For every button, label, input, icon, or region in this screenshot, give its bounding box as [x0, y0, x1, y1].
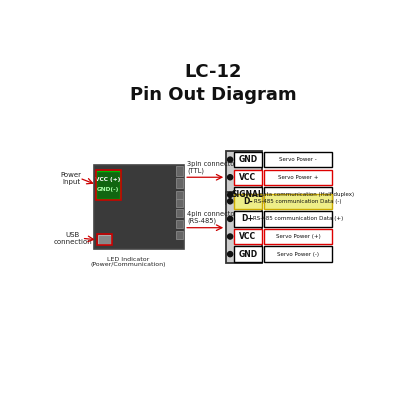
Bar — [97, 234, 112, 245]
Bar — [234, 211, 262, 227]
Circle shape — [228, 199, 233, 204]
Bar — [176, 191, 183, 200]
Text: Servo Power (+): Servo Power (+) — [276, 234, 320, 239]
Text: Servo Power +: Servo Power + — [278, 175, 318, 180]
Text: RS-485 communication Data (-): RS-485 communication Data (-) — [254, 199, 342, 204]
Bar — [264, 187, 332, 203]
Bar — [264, 229, 332, 244]
Text: LED Indicator
(Power/Communication): LED Indicator (Power/Communication) — [90, 257, 166, 267]
Bar — [94, 165, 184, 248]
Text: Servo Power -: Servo Power - — [279, 157, 317, 162]
Bar — [264, 170, 332, 185]
Bar — [226, 193, 262, 263]
Text: VCC: VCC — [239, 232, 256, 241]
Bar — [176, 178, 183, 188]
Bar — [96, 170, 121, 200]
Bar — [264, 211, 332, 227]
Circle shape — [228, 234, 233, 239]
Text: Power
Input: Power Input — [61, 171, 82, 185]
Circle shape — [228, 252, 233, 257]
Text: Pin Out Diagram: Pin Out Diagram — [130, 86, 297, 104]
Bar — [234, 187, 262, 203]
Bar — [234, 229, 262, 244]
Bar — [226, 151, 262, 204]
Text: LC-12: LC-12 — [184, 63, 242, 82]
Text: GND(-): GND(-) — [97, 186, 119, 191]
Text: 4pin connector
(RS-485): 4pin connector (RS-485) — [188, 211, 238, 225]
Bar — [176, 199, 183, 207]
Bar — [264, 152, 332, 167]
Text: Servo data communication (Half duplex): Servo data communication (Half duplex) — [242, 192, 354, 197]
Bar — [176, 209, 183, 218]
Bar — [98, 235, 111, 244]
Bar — [234, 152, 262, 167]
Bar — [97, 171, 120, 199]
Text: D+: D+ — [242, 214, 254, 223]
Bar — [176, 220, 183, 228]
Bar — [264, 193, 332, 209]
Bar — [176, 166, 183, 176]
Circle shape — [228, 157, 233, 162]
Text: USB
connection: USB connection — [54, 232, 92, 245]
Text: VCC (+): VCC (+) — [95, 177, 121, 182]
Bar — [234, 193, 262, 209]
Text: Servo Power (-): Servo Power (-) — [277, 252, 319, 257]
Text: D-: D- — [243, 197, 253, 206]
Circle shape — [228, 192, 233, 198]
Circle shape — [228, 175, 233, 180]
Bar — [264, 246, 332, 262]
Text: GND: GND — [238, 155, 258, 164]
Text: GND: GND — [238, 250, 258, 259]
Bar — [234, 246, 262, 262]
Circle shape — [228, 216, 233, 221]
Bar — [176, 230, 183, 238]
Text: 3pin connector
(TTL): 3pin connector (TTL) — [188, 161, 238, 174]
Bar — [234, 170, 262, 185]
Text: RS-485 communication Data (+): RS-485 communication Data (+) — [253, 216, 343, 221]
Text: VCC: VCC — [239, 173, 256, 182]
Text: SIGNAL: SIGNAL — [232, 191, 264, 199]
